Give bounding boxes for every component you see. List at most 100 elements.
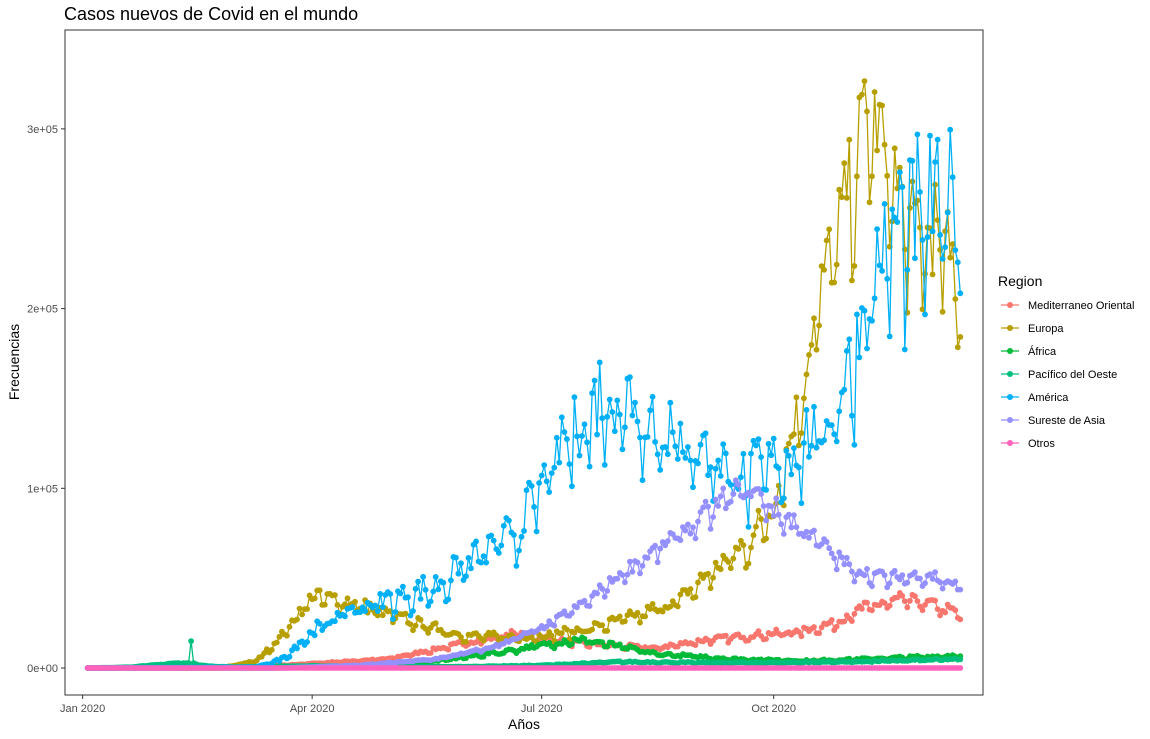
data-point: [748, 544, 754, 551]
data-point: [793, 524, 800, 530]
data-point: [569, 610, 575, 616]
data-point: [609, 409, 616, 415]
data-point: [806, 534, 812, 541]
data-point: [929, 271, 936, 278]
data-point: [750, 532, 757, 539]
data-point: [480, 553, 487, 560]
data-point: [685, 444, 691, 450]
data-point: [843, 195, 850, 201]
data-point: [851, 578, 858, 585]
data-point: [430, 588, 437, 595]
data-point: [841, 160, 848, 167]
data-point: [919, 237, 926, 243]
data-point: [506, 517, 512, 524]
legend-item: Europa: [1001, 323, 1064, 335]
data-point: [435, 586, 442, 593]
data-point: [957, 665, 964, 671]
data-point: [685, 521, 691, 528]
data-point: [949, 241, 956, 247]
data-point: [917, 575, 923, 582]
data-point: [849, 618, 855, 624]
data-point: [796, 629, 802, 635]
data-point: [828, 617, 835, 623]
data-point: [342, 613, 348, 620]
data-point: [730, 555, 737, 562]
legend-item: Mediterraneo Oriental: [1001, 300, 1134, 312]
data-point: [851, 441, 858, 448]
data-point: [922, 580, 928, 587]
data-point: [743, 564, 749, 571]
data-point: [705, 472, 711, 479]
data-point: [374, 612, 381, 619]
data-point: [949, 174, 956, 181]
data-point: [629, 412, 636, 419]
data-point: [652, 439, 658, 445]
data-point: [727, 481, 734, 488]
data-point: [299, 611, 305, 618]
data-point: [662, 542, 669, 549]
data-point: [480, 637, 487, 644]
data-point: [586, 603, 593, 609]
data-point: [755, 486, 762, 492]
data-point: [518, 533, 525, 540]
data-point: [738, 537, 744, 544]
data-point: [929, 228, 936, 235]
data-point: [735, 546, 742, 552]
legend-item: Sureste de Asia: [1001, 415, 1106, 427]
data-point: [939, 585, 946, 592]
data-point: [881, 201, 888, 207]
data-point: [690, 524, 696, 531]
data-point: [642, 613, 648, 620]
data-point: [685, 590, 691, 597]
data-point: [841, 618, 848, 625]
data-point: [500, 522, 507, 529]
data-point: [952, 578, 959, 585]
data-point: [773, 495, 780, 502]
data-point: [410, 627, 416, 634]
data-point: [634, 609, 641, 616]
data-point: [901, 598, 908, 605]
data-point: [268, 647, 275, 653]
data-point: [707, 585, 714, 592]
data-point: [843, 554, 850, 561]
data-point: [616, 613, 623, 620]
data-point: [775, 465, 782, 472]
data-point: [458, 634, 464, 640]
data-point: [397, 590, 404, 597]
data-point: [294, 645, 300, 652]
data-point: [952, 296, 959, 302]
data-point: [468, 565, 474, 572]
data-point: [821, 437, 827, 444]
data-point: [594, 431, 600, 438]
y-tick-label: 1e+05: [27, 483, 58, 495]
legend-label: América: [1028, 392, 1069, 404]
x-axis: Jan 2020 Apr 2020 Jul 2020 Oct 2020: [60, 695, 796, 715]
data-point: [478, 559, 484, 566]
data-point: [667, 399, 674, 406]
data-point: [884, 275, 891, 282]
data-point: [712, 559, 719, 566]
data-point: [692, 642, 699, 648]
data-point: [831, 431, 838, 438]
data-point: [571, 394, 578, 401]
data-point: [785, 511, 792, 518]
data-point: [901, 346, 908, 353]
data-point: [891, 214, 898, 221]
data-point: [886, 602, 893, 609]
data-point: [879, 268, 885, 274]
data-point: [311, 595, 318, 602]
data-point: [425, 603, 432, 609]
data-point: [614, 397, 621, 404]
data-point: [551, 622, 558, 629]
data-point: [581, 597, 588, 604]
data-point: [952, 247, 959, 254]
data-point: [871, 295, 878, 302]
legend-label: Europa: [1028, 323, 1064, 335]
data-point: [816, 322, 822, 329]
data-point: [798, 500, 805, 507]
data-point: [712, 465, 719, 472]
data-point: [899, 572, 906, 579]
data-point: [770, 435, 777, 442]
data-point: [861, 307, 868, 314]
data-point: [803, 371, 810, 378]
